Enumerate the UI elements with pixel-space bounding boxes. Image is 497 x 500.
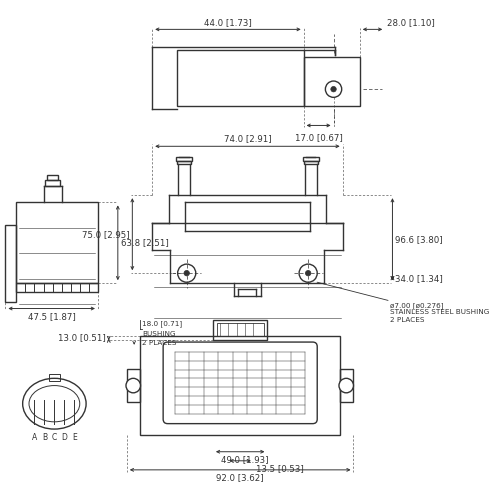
Text: 28.0 [1.10]: 28.0 [1.10] [387, 18, 435, 26]
Text: D: D [62, 432, 67, 442]
Bar [340, 370, 353, 402]
Text: 96.6 [3.80]: 96.6 [3.80] [395, 234, 443, 244]
Text: 44.0 [1.73]: 44.0 [1.73] [204, 18, 252, 26]
Bar [5, 225, 16, 302]
Circle shape [331, 86, 336, 92]
Circle shape [126, 378, 141, 393]
Text: 74.0 [2.91]: 74.0 [2.91] [224, 134, 271, 143]
Bar [303, 157, 319, 161]
Circle shape [339, 378, 353, 393]
Bar [47, 176, 58, 180]
Ellipse shape [29, 386, 80, 422]
Circle shape [326, 81, 342, 98]
Text: 17.0 [0.67]: 17.0 [0.67] [295, 134, 342, 142]
Text: 49.0 [1.93]: 49.0 [1.93] [221, 456, 268, 464]
Text: E: E [72, 432, 77, 442]
Ellipse shape [23, 378, 86, 429]
Circle shape [177, 264, 196, 282]
Text: C: C [52, 432, 57, 442]
Text: 18.0 [0.71]: 18.0 [0.71] [142, 320, 182, 327]
Bar [217, 323, 264, 336]
Bar [177, 161, 191, 164]
Bar [49, 374, 60, 381]
Text: 2 PLACES: 2 PLACES [390, 316, 424, 322]
Bar [16, 202, 98, 283]
Bar [304, 161, 318, 164]
Bar [16, 283, 98, 292]
Bar [213, 320, 267, 340]
Bar [141, 336, 340, 436]
Text: ø7.00 [ø0.276]: ø7.00 [ø0.276] [390, 302, 443, 309]
Text: B: B [42, 432, 47, 442]
Text: 2 PLACES: 2 PLACES [142, 340, 177, 346]
Text: STAINLESS STEEL BUSHING: STAINLESS STEEL BUSHING [390, 310, 489, 316]
Text: 13.0 [0.51]: 13.0 [0.51] [58, 334, 106, 342]
Text: 75.0 [2.95]: 75.0 [2.95] [82, 230, 130, 238]
Bar [176, 157, 192, 161]
Bar [304, 58, 360, 106]
Circle shape [306, 270, 311, 276]
Bar [127, 370, 141, 402]
Text: BUSHING: BUSHING [142, 331, 176, 337]
Text: A: A [32, 432, 37, 442]
Text: 92.0 [3.62]: 92.0 [3.62] [216, 474, 264, 482]
Text: 47.5 [1.87]: 47.5 [1.87] [28, 312, 76, 321]
Text: 13.5 [0.53]: 13.5 [0.53] [256, 464, 304, 473]
Bar [177, 50, 304, 106]
Bar [45, 180, 60, 186]
Circle shape [184, 270, 189, 276]
Text: 34.0 [1.34]: 34.0 [1.34] [395, 274, 443, 282]
Circle shape [299, 264, 317, 282]
Text: 63.8 [2.51]: 63.8 [2.51] [121, 238, 168, 248]
